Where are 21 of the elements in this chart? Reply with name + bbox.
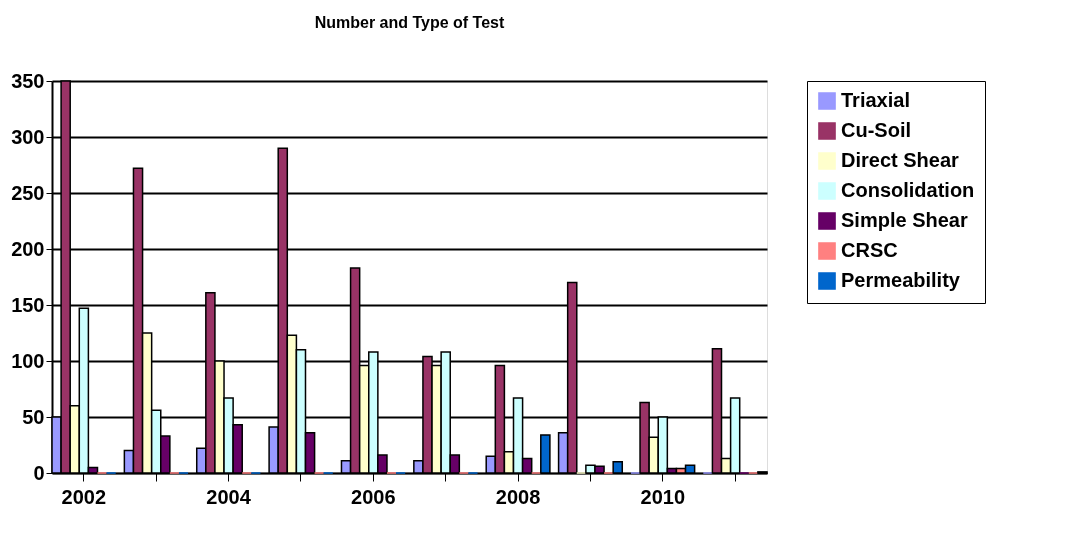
y-tick-label: 200 xyxy=(11,237,45,260)
legend-label: Triaxial xyxy=(841,89,910,111)
legend-label: Permeability xyxy=(841,269,961,291)
x-tick-label: 2004 xyxy=(206,485,252,508)
y-tick-label: 50 xyxy=(22,405,45,428)
legend-label: Consolidation xyxy=(841,179,975,201)
x-tick-label: 2006 xyxy=(351,485,396,508)
chart-title: Number and Type of Test xyxy=(314,14,505,31)
y-tick-label: 250 xyxy=(11,181,45,204)
x-tick-label: 2002 xyxy=(61,485,107,508)
y-tick-label: 0 xyxy=(33,461,45,484)
x-tick-label: 2010 xyxy=(640,485,686,508)
legend-label: Cu-Soil xyxy=(841,119,911,141)
x-tick-label: 2008 xyxy=(495,485,541,508)
legend-label: Direct Shear xyxy=(841,149,960,171)
y-tick-label: 350 xyxy=(11,69,45,92)
y-tick-label: 150 xyxy=(11,293,45,316)
y-tick-label: 300 xyxy=(11,125,45,148)
y-tick-label: 100 xyxy=(11,349,45,372)
legend-label: Simple Shear xyxy=(841,209,968,231)
legend-label: CRSC xyxy=(841,239,898,261)
